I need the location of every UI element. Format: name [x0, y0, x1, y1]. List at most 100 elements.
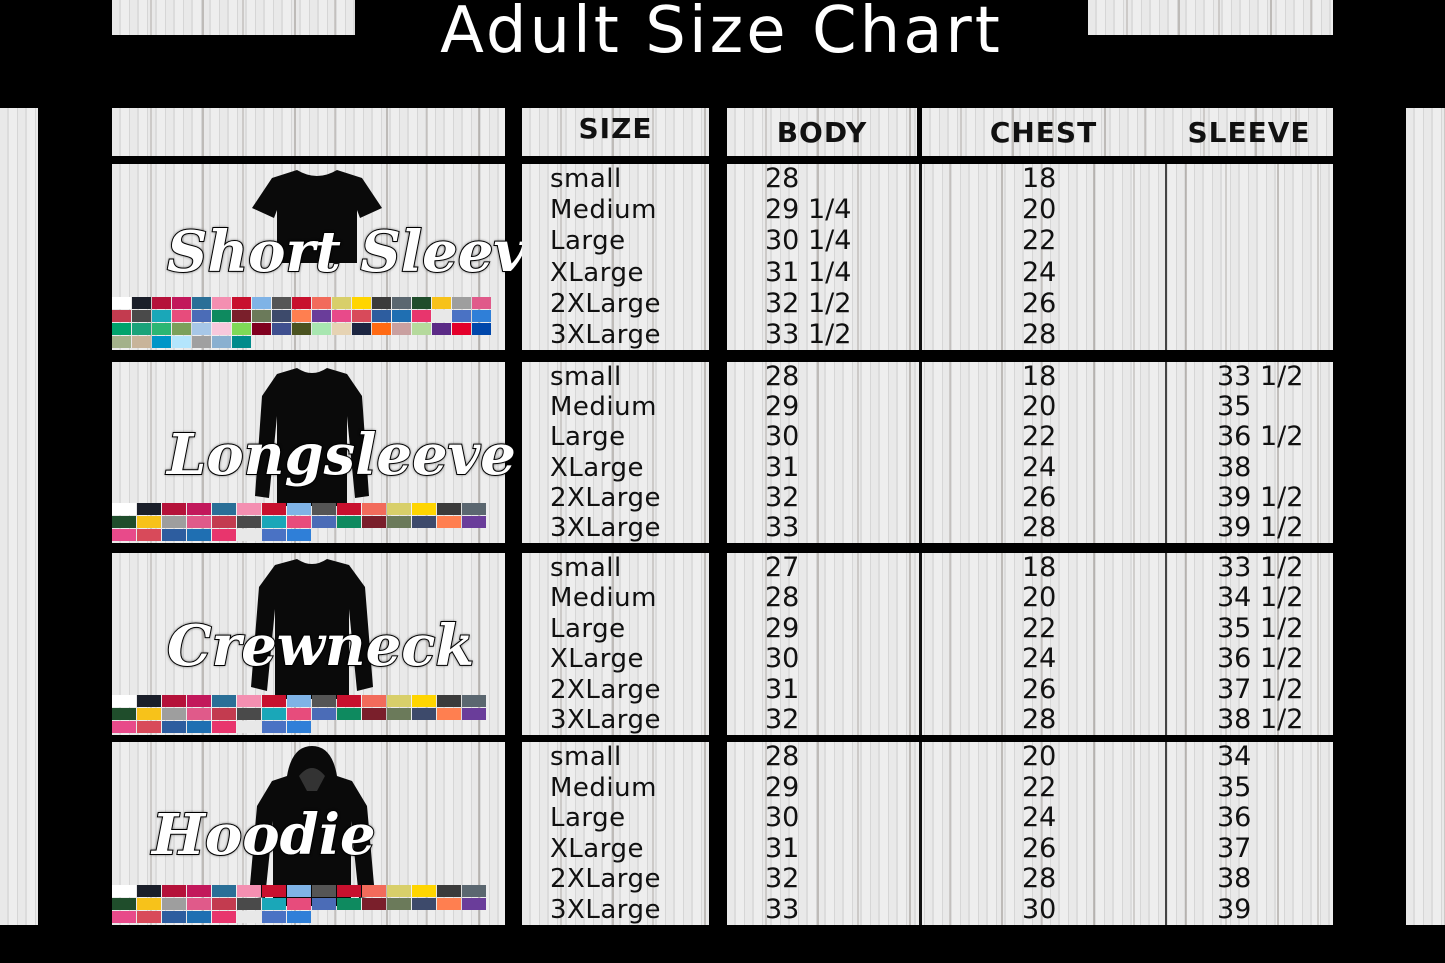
color-swatch — [237, 695, 261, 707]
body-value: 27 — [765, 552, 800, 583]
color-swatch — [272, 323, 291, 335]
sleeve-column: 34 35 36 37 38 39 — [1217, 742, 1251, 925]
size-label: 3XLarge — [550, 512, 662, 543]
header-size: SIZE — [522, 108, 709, 156]
body-column: 27 28 29 30 31 32 — [765, 553, 799, 735]
color-swatch — [292, 310, 311, 322]
color-swatch — [212, 503, 236, 515]
color-swatch — [192, 297, 211, 309]
chest-value: 20 — [1022, 582, 1057, 614]
color-swatch — [112, 297, 131, 309]
color-swatch — [137, 529, 161, 541]
sleeve-value: 33 1/2 — [1217, 361, 1304, 392]
size-list: small Medium Large XLarge 2XLarge 3XLarge — [550, 553, 661, 735]
chest-value: 28 — [1022, 703, 1057, 735]
size-list: small Medium Large XLarge 2XLarge 3XLarge — [550, 742, 661, 925]
color-swatch — [412, 310, 431, 322]
color-swatch — [337, 516, 361, 528]
color-swatch — [237, 911, 261, 923]
sleeve-value: 35 — [1217, 391, 1252, 423]
color-swatch — [372, 323, 391, 335]
color-swatch — [132, 310, 151, 322]
color-swatch — [212, 336, 231, 348]
body-value: 31 — [765, 673, 800, 705]
color-swatch — [237, 516, 261, 528]
color-swatch — [112, 336, 131, 348]
color-swatch — [387, 516, 411, 528]
body-value: 30 — [765, 643, 800, 675]
color-swatch — [287, 708, 311, 720]
color-swatch — [412, 695, 436, 707]
color-swatch — [137, 885, 161, 897]
size-label: XLarge — [550, 833, 644, 864]
chest-value: 22 — [1022, 612, 1057, 644]
color-swatch — [162, 503, 186, 515]
color-swatch — [312, 708, 336, 720]
color-swatch — [192, 323, 211, 335]
size-cell: small Medium Large XLarge 2XLarge 3XLarge — [522, 742, 709, 925]
size-list: small Medium Large XLarge 2XLarge 3XLarge — [550, 362, 661, 543]
column-divider — [1165, 553, 1167, 735]
body-column: 28 29 1/4 30 1/4 31 1/4 32 1/2 33 1/2 — [765, 164, 851, 350]
size-cell: small Medium Large XLarge 2XLarge 3XLarge — [522, 164, 709, 350]
color-swatch — [112, 721, 136, 733]
color-swatch — [187, 898, 211, 910]
garment-cell: Crewneck — [112, 553, 505, 735]
header-chest: CHEST — [922, 108, 1165, 156]
size-cell: small Medium Large XLarge 2XLarge 3XLarge — [522, 553, 709, 735]
chest-value: 20 — [1022, 391, 1057, 423]
color-swatch — [212, 898, 236, 910]
body-value: 33 1/2 — [765, 318, 852, 350]
chest-value: 26 — [1022, 673, 1057, 705]
color-swatch — [412, 297, 431, 309]
color-swatch — [332, 310, 351, 322]
color-swatch — [212, 529, 236, 541]
color-swatch — [372, 297, 391, 309]
color-swatch — [232, 297, 251, 309]
color-swatch — [232, 336, 251, 348]
body-value: 32 — [765, 863, 800, 895]
header-body: BODY — [727, 108, 917, 156]
color-swatch — [112, 516, 136, 528]
page-title: Adult Size Chart — [440, 0, 1003, 68]
color-swatch — [437, 898, 461, 910]
size-label: Medium — [550, 772, 657, 803]
column-divider — [919, 553, 922, 735]
body-value: 33 — [765, 893, 800, 925]
color-swatch — [137, 911, 161, 923]
color-swatch — [212, 695, 236, 707]
sleeve-value: 38 — [1217, 863, 1252, 895]
color-swatch — [137, 708, 161, 720]
color-swatch — [312, 297, 331, 309]
color-swatch — [292, 323, 311, 335]
color-swatch — [337, 898, 361, 910]
color-swatch — [262, 516, 286, 528]
longsleeve-icon — [255, 368, 369, 506]
color-swatch — [272, 310, 291, 322]
color-swatch — [287, 885, 311, 897]
garment-name: Short Sleeve — [166, 218, 563, 286]
color-swatch — [462, 708, 486, 720]
sleeve-value: 36 1/2 — [1217, 421, 1304, 453]
color-swatch — [272, 297, 291, 309]
color-swatch — [232, 323, 251, 335]
color-swatch — [437, 885, 461, 897]
color-swatch — [212, 516, 236, 528]
color-swatch — [287, 721, 311, 733]
size-label: 2XLarge — [550, 674, 662, 705]
color-swatch — [392, 297, 411, 309]
chest-value: 22 — [1022, 771, 1057, 803]
color-swatch — [192, 336, 211, 348]
body-value: 32 — [765, 481, 800, 513]
color-swatch — [112, 310, 131, 322]
sleeve-value: 39 1/2 — [1217, 511, 1304, 543]
color-swatch — [437, 695, 461, 707]
column-divider — [919, 164, 922, 350]
color-swatch — [187, 721, 211, 733]
chest-value: 18 — [1022, 361, 1057, 392]
color-swatch — [372, 310, 391, 322]
color-swatch — [262, 529, 286, 541]
color-swatch — [432, 297, 451, 309]
body-value: 29 — [765, 612, 800, 644]
color-swatch — [112, 885, 136, 897]
